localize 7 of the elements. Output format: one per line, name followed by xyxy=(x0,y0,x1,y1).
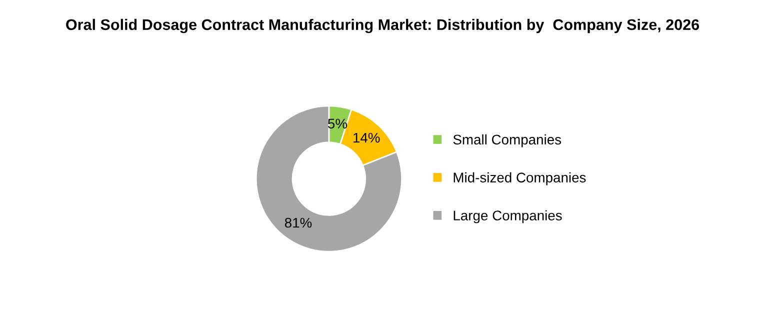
data-label: 14% xyxy=(354,132,380,143)
legend-label: Small Companies xyxy=(453,134,562,148)
donut-slice xyxy=(255,105,402,252)
data-label: 81% xyxy=(284,218,312,228)
legend-label: Mid-sized Companies xyxy=(454,172,586,186)
chart-title: Oral Solid Dosage Contract Manufacturing Market: Distribution by Company Size, 2026 xyxy=(66,18,700,34)
legend-label: Large Companies xyxy=(454,210,562,224)
